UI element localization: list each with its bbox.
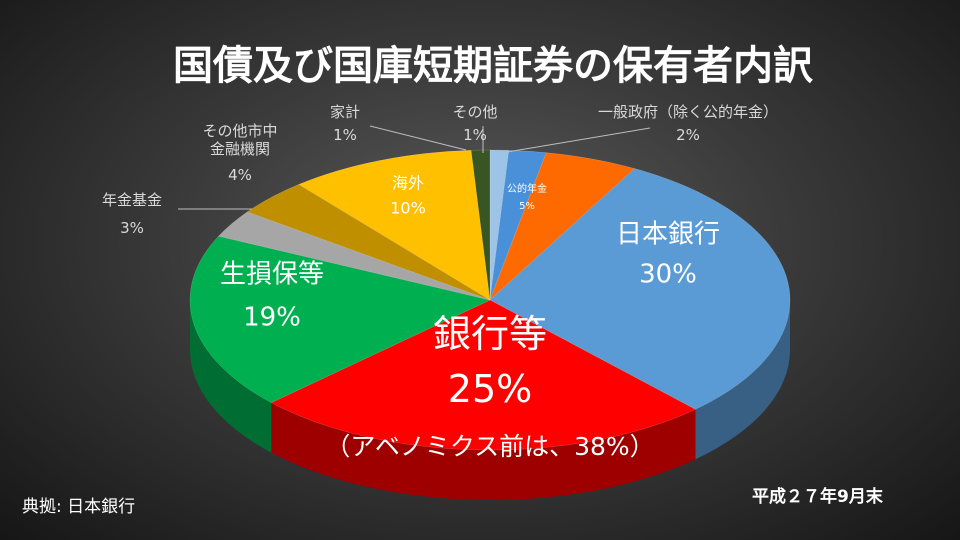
value-label: 4% — [228, 166, 252, 184]
slice — [470, 149, 491, 301]
value-label: 1% — [333, 126, 357, 144]
slice-side — [271, 402, 696, 501]
slice-label: 銀行等 — [432, 312, 548, 357]
value-label: 10% — [390, 198, 426, 218]
slice — [489, 168, 791, 410]
slice — [489, 150, 547, 301]
slice-label: その他市中 金融機関 — [202, 122, 278, 158]
annotation: （アベノミクス前は、38%） — [325, 432, 655, 461]
slice — [270, 299, 696, 451]
value-label: 30% — [639, 259, 697, 290]
slice-label: 日本銀行 — [615, 219, 721, 250]
slice-label: 公的年金 — [507, 184, 547, 195]
value-label: 5% — [519, 201, 535, 212]
slice — [246, 184, 491, 301]
slice — [298, 150, 491, 301]
slice-label: 海外 — [391, 173, 425, 193]
slice-label: その他 — [452, 103, 498, 121]
slice-label: 一般政府（除く公的年金） — [597, 103, 779, 121]
leader-line — [369, 125, 467, 151]
date-note: 平成２７年9月末 — [752, 487, 883, 507]
value-label: 3% — [120, 219, 144, 237]
value-label: 1% — [463, 126, 487, 144]
slice-label: 家計 — [329, 103, 361, 121]
value-label: 19% — [243, 302, 301, 333]
slice-label: 生損保等 — [219, 259, 325, 290]
slice — [218, 211, 491, 301]
slice-label: 年金基金 — [101, 191, 163, 209]
value-label: 25% — [447, 367, 533, 412]
leader-line — [506, 127, 651, 153]
slice — [489, 152, 636, 301]
slice — [489, 149, 510, 301]
source-note: 典拠: 日本銀行 — [22, 497, 136, 517]
slice — [189, 235, 491, 403]
slice-side — [695, 300, 791, 460]
chart-title: 国債及び国庫短期証券の保有者内訳 — [173, 43, 813, 89]
slice-side — [190, 300, 272, 453]
value-label: 2% — [676, 126, 700, 144]
